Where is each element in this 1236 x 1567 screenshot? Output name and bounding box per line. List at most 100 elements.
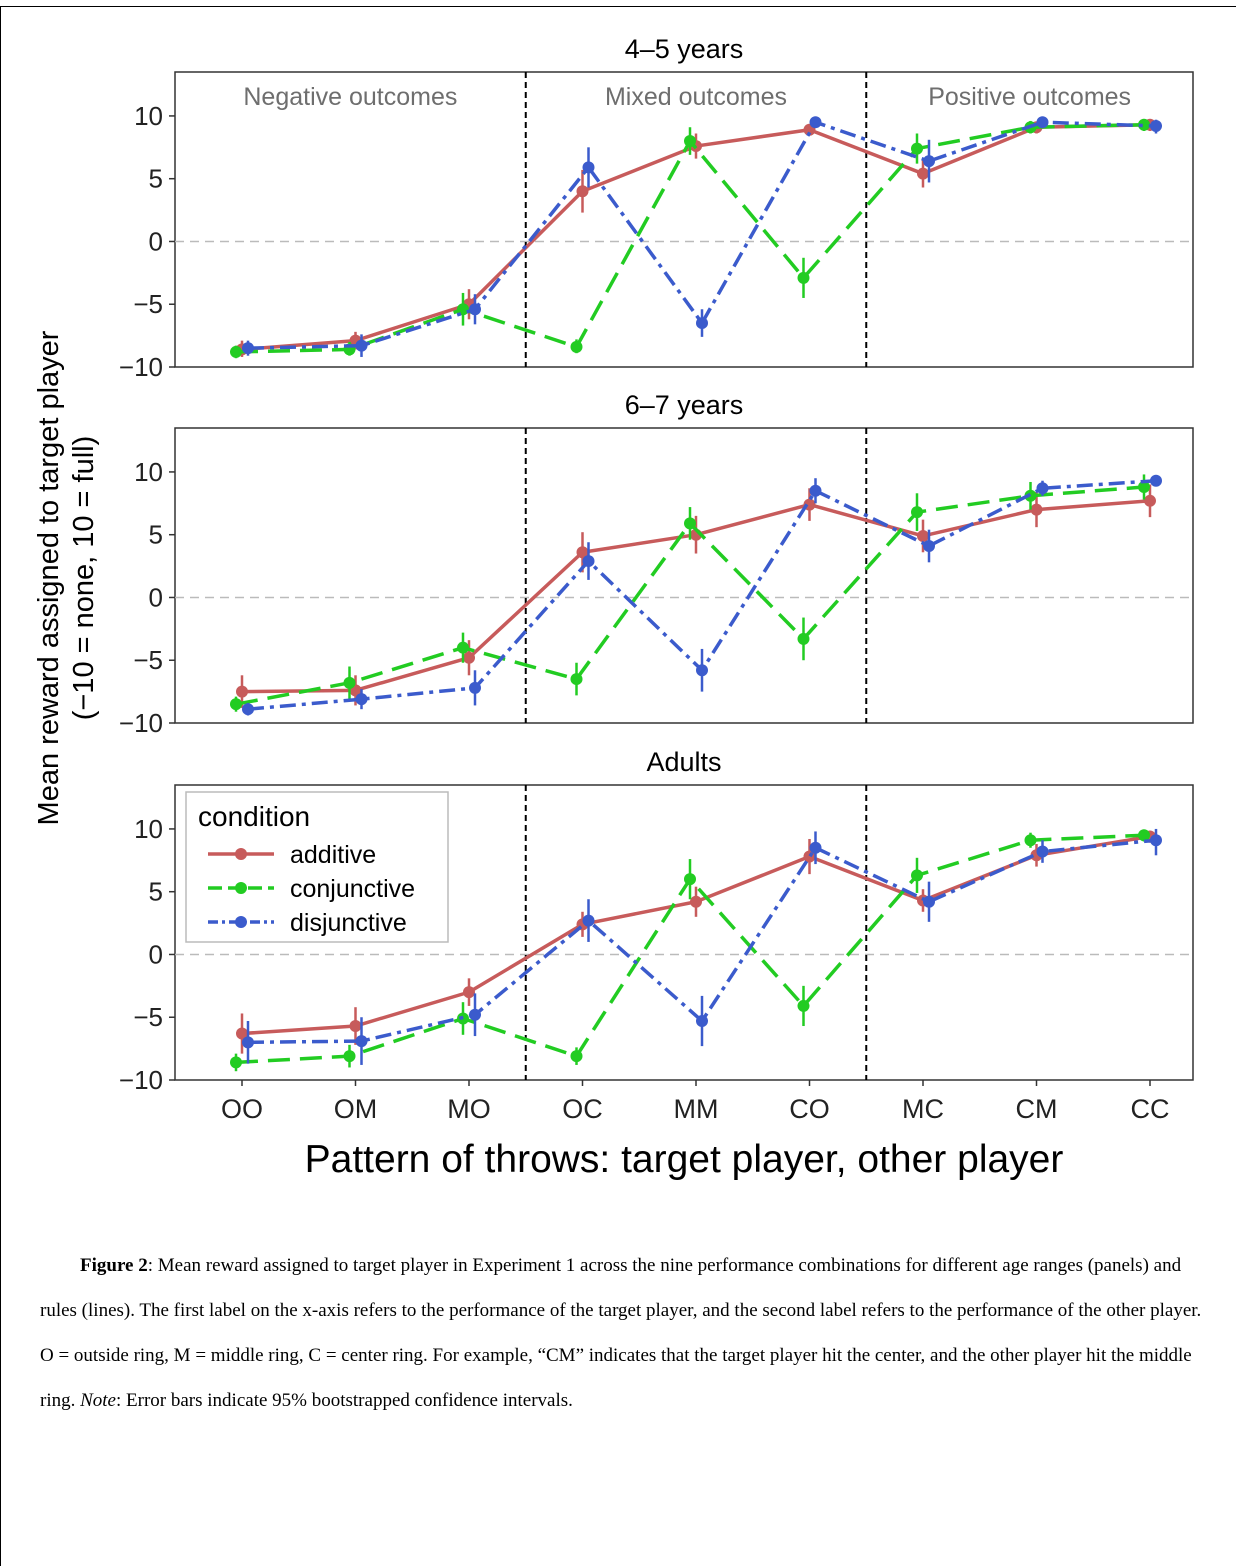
- legend-box: [185, 791, 449, 943]
- x-tick-label: CO: [789, 1094, 830, 1124]
- data-point: [1138, 481, 1150, 493]
- panel-title: 4–5 years: [625, 34, 744, 64]
- y-tick-label: −10: [119, 1065, 163, 1095]
- legend-title: condition: [198, 801, 310, 832]
- data-point: [923, 155, 935, 168]
- data-point: [1036, 845, 1049, 858]
- caption-text: : Mean reward assigned to target player …: [40, 1255, 1202, 1411]
- series-additive: [236, 484, 1156, 708]
- data-point: [349, 1020, 362, 1033]
- y-tick-label: −5: [133, 289, 163, 319]
- x-tick-label: OC: [562, 1094, 603, 1124]
- data-point: [696, 1015, 708, 1027]
- x-tick-label: CM: [1016, 1094, 1058, 1124]
- data-point: [230, 1056, 242, 1069]
- data-point: [1036, 116, 1049, 129]
- data-point: [469, 681, 481, 694]
- series-conjunctive: [230, 118, 1150, 359]
- data-point: [923, 540, 935, 552]
- y-tick-label: 0: [149, 939, 163, 969]
- y-tick-label: 10: [134, 457, 163, 487]
- data-point: [1138, 118, 1150, 131]
- y-axis-title: Mean reward assigned to target player (−…: [33, 330, 100, 825]
- panel-3: Adults −10 −5 0 5 10 OO OM MO OC MM CO MC CM CC conditi…: [119, 747, 1194, 1124]
- data-point: [917, 167, 929, 180]
- data-point: [355, 1035, 368, 1048]
- data-point: [923, 895, 935, 908]
- panel-title: Adults: [646, 747, 721, 777]
- series-disjunctive: [242, 474, 1162, 716]
- data-point: [343, 676, 356, 689]
- data-point: [1150, 474, 1162, 487]
- data-point: [469, 303, 481, 316]
- series-line: [247, 838, 1157, 1045]
- data-point: [236, 1027, 248, 1040]
- panel-frame: [174, 427, 1194, 724]
- data-point: [911, 506, 923, 519]
- x-tick-label: OO: [221, 1094, 263, 1124]
- data-point: [463, 986, 475, 999]
- data-point: [1150, 834, 1162, 847]
- series-disjunctive: [242, 116, 1162, 357]
- x-tick-label: MO: [447, 1094, 491, 1124]
- y-tick-label: −5: [133, 1002, 163, 1032]
- data-point: [911, 869, 923, 882]
- legend-swatch-point: [235, 848, 247, 860]
- data-point: [797, 632, 810, 645]
- data-point: [809, 484, 822, 497]
- data-point: [696, 317, 708, 330]
- y-tick-label: 10: [134, 101, 163, 131]
- page-border: [0, 6, 1234, 1566]
- panel-title: 6–7 years: [625, 390, 744, 420]
- data-point: [684, 873, 696, 886]
- section-label: Positive outcomes: [928, 83, 1131, 111]
- section-label: Mixed outcomes: [605, 83, 787, 111]
- data-point: [1144, 494, 1156, 507]
- x-tick-label: MM: [674, 1094, 719, 1124]
- y-tick-label: 0: [149, 582, 163, 612]
- series-disjunctive: [242, 828, 1162, 1065]
- data-point: [809, 841, 822, 854]
- data-point: [570, 340, 583, 353]
- data-point: [684, 135, 696, 148]
- data-point: [797, 271, 810, 284]
- page-corner-line: [1206, 6, 1236, 7]
- data-point: [343, 1050, 356, 1063]
- data-point: [1036, 482, 1049, 495]
- data-point: [690, 895, 702, 908]
- data-point: [917, 529, 929, 542]
- figure-caption: Figure 2: Mean reward assigned to target…: [40, 1243, 1210, 1423]
- data-point: [582, 555, 595, 568]
- data-point: [236, 685, 248, 698]
- data-point: [576, 185, 589, 198]
- caption-note-label: Note: [80, 1390, 116, 1411]
- data-point: [684, 517, 696, 530]
- legend-swatch-point: [235, 882, 247, 894]
- data-point: [355, 339, 368, 352]
- caption-label: Figure 2: [80, 1255, 148, 1276]
- data-point: [570, 673, 583, 686]
- panels-layer: 4–5 years Negative outcomes Mixed outcomes…: [119, 34, 1194, 1124]
- data-point: [1138, 829, 1150, 842]
- legend-entry-disjunctive: disjunctive: [290, 909, 407, 937]
- data-point: [463, 651, 475, 664]
- y-tick-label: −5: [133, 645, 163, 675]
- data-point: [582, 161, 595, 174]
- panel-1: 4–5 years Negative outcomes Mixed outcomes…: [119, 34, 1194, 382]
- y-axis-title-line1: Mean reward assigned to target player: [33, 330, 65, 825]
- series-line: [247, 120, 1157, 350]
- x-tick-label: MC: [902, 1094, 944, 1124]
- y-tick-label: −10: [119, 708, 163, 738]
- data-point: [570, 1050, 583, 1063]
- data-point: [582, 914, 595, 927]
- data-point: [230, 345, 242, 358]
- data-point: [469, 1008, 481, 1021]
- y-tick-label: 5: [149, 877, 163, 907]
- data-point: [1150, 119, 1162, 132]
- data-point: [809, 116, 822, 129]
- data-point: [457, 641, 469, 654]
- y-tick-label: 10: [134, 814, 163, 844]
- y-tick-label: 5: [149, 520, 163, 550]
- data-point: [696, 664, 708, 677]
- series-conjunctive: [230, 829, 1150, 1072]
